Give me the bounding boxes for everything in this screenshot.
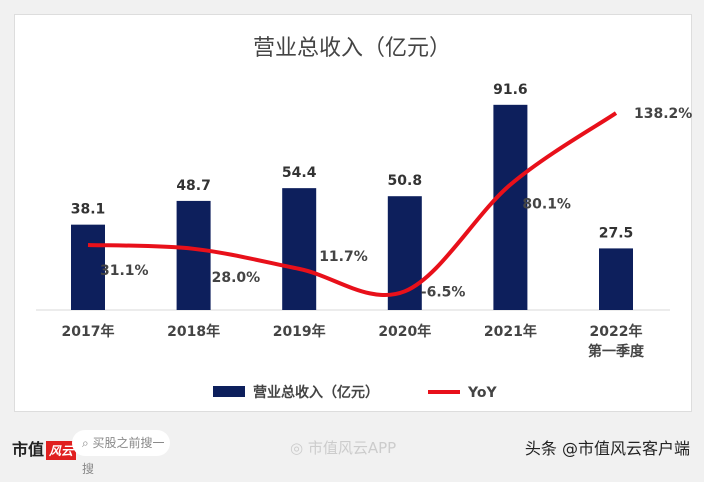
footer: 市值 风云 ⌕ 买股之前搜一搜 ◎ 市值风云APP 头条 @市值风云客户端 xyxy=(0,420,704,476)
bar-label: 27.5 xyxy=(599,225,634,241)
x-tick-label: 2018年 xyxy=(167,323,220,340)
bar xyxy=(282,188,317,310)
bar-label: 38.1 xyxy=(71,202,106,218)
bar xyxy=(493,104,528,310)
x-tick-label: 第一季度 xyxy=(588,343,645,360)
chart: 营业总收入（亿元） 38.1 2017年 48.7 2018年 54.4 2019年 50.8… xyxy=(36,36,692,401)
bar xyxy=(599,248,633,310)
bar xyxy=(176,200,211,310)
x-tick-label: 2020年 xyxy=(378,323,431,340)
bar xyxy=(71,224,105,310)
chart-title: 营业总收入（亿元） xyxy=(253,36,451,61)
search-icon: ⌕ xyxy=(82,436,93,450)
legend-bar-label: 营业总收入（亿元） xyxy=(253,384,379,401)
search-input[interactable]: ⌕ 买股之前搜一搜 xyxy=(72,430,170,476)
weibo-watermark: ◎ 市值风云APP xyxy=(290,439,397,457)
yoy-label: 11.7% xyxy=(319,249,368,265)
x-tick-label: 2017年 xyxy=(62,323,115,340)
bar-label: 91.6 xyxy=(493,82,528,98)
toutiao-handle: 头条 @市值风云客户端 xyxy=(524,439,690,458)
x-tick-label: 2021年 xyxy=(484,323,537,340)
bar-label: 50.8 xyxy=(388,173,423,189)
yoy-label: 31.1% xyxy=(100,263,149,279)
yoy-label: 28.0% xyxy=(212,270,261,286)
logo: 市值 风云 xyxy=(12,436,77,460)
yoy-label: -6.5% xyxy=(421,284,466,300)
legend-bar-swatch xyxy=(213,386,245,397)
bar-label: 54.4 xyxy=(282,165,317,181)
chart-card xyxy=(14,14,692,412)
yoy-label: 80.1% xyxy=(522,197,571,213)
x-tick-label: 2019年 xyxy=(273,323,326,340)
yoy-line xyxy=(87,111,618,298)
legend-line-label: YoY xyxy=(467,385,497,401)
bar-label: 48.7 xyxy=(176,178,211,194)
x-tick-label: 2022年 xyxy=(590,323,643,340)
yoy-label: 138.2% xyxy=(634,106,692,122)
